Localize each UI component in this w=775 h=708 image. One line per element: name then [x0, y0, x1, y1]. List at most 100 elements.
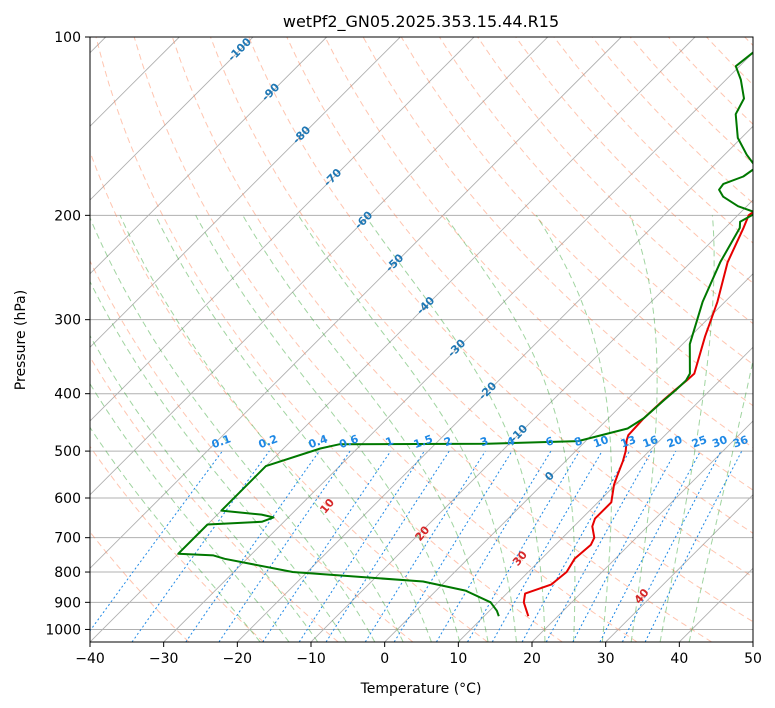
mixing-ratio-line	[218, 450, 351, 642]
isotherm-line	[90, 37, 401, 348]
isotherm-line	[90, 37, 328, 275]
chart-title: wetPf2_GN05.2025.353.15.44.R15	[283, 12, 559, 32]
mixing-ratio-label: 0.6	[338, 432, 361, 451]
moist-adiabat-line	[90, 280, 347, 642]
x-axis-title: Temperature (°C)	[360, 681, 482, 697]
isotherm-line	[752, 641, 753, 642]
moist-adiabat-line	[90, 216, 376, 642]
y-axis: 100 200 300 400 500 600 700 800 900 1000	[45, 30, 90, 638]
mixing-ratio-label: 0.1	[210, 432, 233, 451]
dry-adiabat-line	[171, 37, 712, 642]
isotherm-label: -60	[352, 208, 375, 231]
moist-adiabat-line	[195, 215, 461, 642]
background-lines	[90, 37, 753, 642]
mixing-ratio-label: 36	[731, 433, 750, 451]
dry-adiabat-line	[515, 37, 753, 284]
dry-adiabat-line	[95, 37, 563, 642]
moist-adiabat-line	[688, 358, 753, 642]
x-tick-label: 40	[670, 651, 688, 667]
isotherm-line	[384, 273, 753, 642]
moist-adiabat-line	[119, 215, 404, 642]
y-tick-label: 600	[54, 491, 81, 507]
x-tick-label: −10	[296, 651, 326, 667]
x-tick-label: 50	[744, 651, 762, 667]
mixing-ratio-label: 3	[478, 434, 490, 449]
isotherm-label: -70	[321, 166, 344, 189]
isotherm-label: -30	[445, 336, 468, 359]
x-tick-label: −30	[149, 651, 179, 667]
dry-adiabat-line	[133, 37, 638, 642]
isotherm-label: -40	[414, 294, 437, 317]
moist-adiabat-line	[90, 426, 261, 642]
moist-adiabat-line	[444, 215, 576, 642]
mixing-ratio-label: 1	[384, 434, 396, 449]
mixing-ratio-label: 4	[505, 434, 517, 449]
dry-adiabat-line	[90, 259, 414, 642]
mixing-ratio-label: 25	[690, 433, 709, 450]
moist-adiabat-line	[154, 215, 432, 642]
isotherm-line	[90, 37, 549, 496]
mixing-ratio-line	[599, 450, 701, 642]
isotherm-line	[531, 420, 753, 642]
isotherm-label: 0	[542, 469, 557, 484]
dry-adiabat-line	[286, 37, 753, 534]
x-axis: −40 −30 −20 −10 0 10 20 30 40 50	[75, 642, 762, 667]
mixing-ratio-line	[90, 450, 223, 632]
isotherm-line	[90, 37, 254, 201]
mixing-ratio-line	[644, 450, 743, 642]
dry-adiabat-line	[591, 37, 753, 204]
moist-adiabat-line	[90, 382, 290, 642]
x-tick-label: 30	[597, 651, 615, 667]
x-tick-label: −20	[223, 651, 253, 667]
dewpoint-line	[177, 51, 753, 617]
y-tick-label: 300	[54, 313, 81, 329]
mixing-ratio-label: 6	[544, 434, 556, 449]
isotherm-line	[310, 199, 753, 642]
mixing-ratio-label: 0.2	[257, 432, 280, 451]
x-tick-label: −40	[75, 651, 105, 667]
y-tick-label: 800	[54, 565, 81, 581]
moist-adiabat-line	[659, 215, 715, 642]
x-tick-label: 20	[523, 651, 541, 667]
dry-adiabat-line	[668, 37, 753, 125]
y-tick-label: 400	[54, 387, 81, 403]
mixing-ratio-line	[364, 450, 486, 642]
moist-adiabat-line	[297, 215, 517, 642]
mixing-ratio-label: 8	[572, 434, 584, 449]
mixing-ratio-line	[298, 450, 425, 642]
isotherm-label: -20	[476, 379, 499, 402]
dry-adiabat-line	[553, 37, 753, 244]
isotherm-line	[678, 567, 753, 642]
mixing-ratio-label: 10	[592, 433, 611, 451]
mixing-ratio-line	[393, 450, 513, 642]
dry-adiabat-line	[324, 37, 753, 491]
moist-adiabat-line	[629, 215, 658, 642]
mixing-ratio-label: 20	[665, 433, 684, 451]
y-tick-label: 700	[54, 531, 81, 547]
mixing-ratio-label: 30	[710, 433, 729, 451]
mixing-ratio-line	[131, 450, 270, 642]
mixing-ratio-line	[467, 450, 580, 642]
mixing-ratio-label: 2	[442, 434, 454, 449]
dry-adiabat-label: 20	[413, 523, 433, 543]
x-tick-label: 10	[449, 651, 467, 667]
isotherm-line	[163, 52, 753, 642]
isotherm-label: -50	[383, 251, 406, 274]
y-axis-title: Pressure (hPa)	[13, 290, 29, 390]
x-tick-label: 0	[380, 651, 389, 667]
y-tick-label: 100	[54, 30, 81, 46]
moist-adiabat-line	[535, 215, 613, 642]
moist-adiabat-line	[242, 215, 489, 642]
dry-adiabat-line	[90, 445, 264, 642]
plot-frame	[89, 36, 754, 643]
mixing-ratio-line	[545, 450, 653, 642]
mixing-ratio-label: 0.4	[307, 432, 330, 451]
dry-adiabat-line	[706, 37, 753, 86]
dry-adiabat-line	[248, 37, 753, 578]
mixing-ratio-label: 16	[641, 433, 660, 451]
isotherm-line	[90, 37, 622, 569]
isotherm-label: -90	[259, 80, 282, 103]
y-tick-label: 500	[54, 444, 81, 460]
dry-adiabat-line	[90, 150, 488, 642]
